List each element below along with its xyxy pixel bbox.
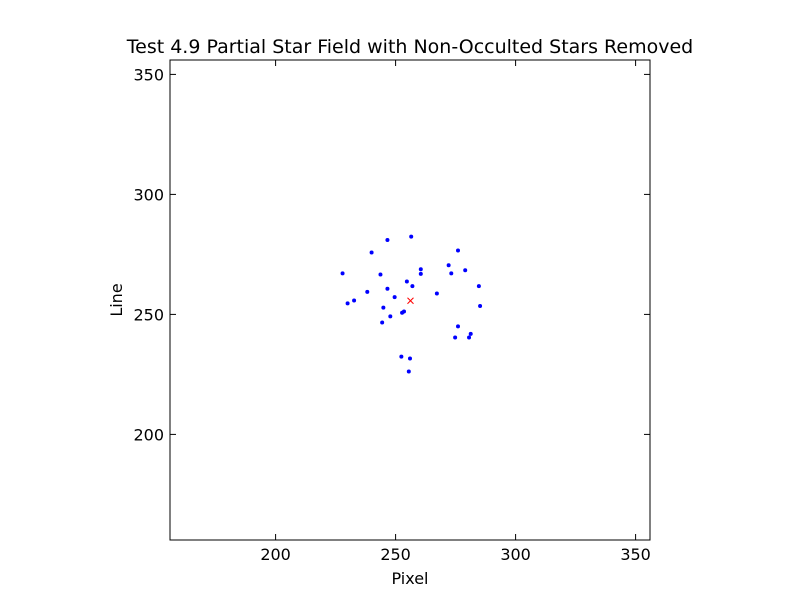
star-point bbox=[345, 301, 350, 306]
star-point bbox=[478, 304, 483, 308]
y-tick-label: 200 bbox=[133, 425, 164, 444]
star-point bbox=[392, 295, 397, 300]
y-tick-label: 300 bbox=[133, 185, 164, 204]
star-point bbox=[418, 267, 423, 272]
star-point bbox=[400, 310, 405, 315]
axis-ticks: 200 250 300 350 200 250 300 350 bbox=[133, 60, 651, 564]
x-tick-label: 350 bbox=[620, 545, 651, 564]
star-point bbox=[456, 248, 460, 253]
star-point bbox=[468, 331, 473, 336]
star-point bbox=[369, 250, 374, 255]
star-point bbox=[380, 320, 385, 325]
x-axis-label: Pixel bbox=[391, 569, 428, 588]
star-point bbox=[381, 305, 386, 310]
star-point bbox=[449, 271, 454, 276]
x-tick-label: 300 bbox=[500, 545, 531, 564]
star-point bbox=[365, 289, 370, 294]
star-point bbox=[385, 286, 390, 291]
x-tick-label: 200 bbox=[260, 545, 291, 564]
y-tick-label: 350 bbox=[133, 65, 164, 84]
star-point bbox=[408, 356, 412, 361]
center-marker bbox=[407, 297, 414, 305]
star-point bbox=[399, 354, 404, 359]
y-tick-label: 250 bbox=[133, 305, 164, 324]
y-axis-label: Line bbox=[107, 283, 126, 316]
plot-area bbox=[169, 59, 651, 541]
star-point bbox=[385, 238, 390, 242]
star-point bbox=[378, 272, 383, 277]
star-point bbox=[463, 268, 468, 273]
x-tick-label: 250 bbox=[380, 545, 411, 564]
star-point bbox=[456, 324, 460, 329]
star-point bbox=[352, 298, 357, 303]
star-point bbox=[404, 279, 409, 284]
star-point bbox=[446, 263, 451, 268]
star-point bbox=[418, 271, 423, 276]
star-point bbox=[467, 335, 472, 340]
star-point bbox=[409, 234, 414, 239]
star-point bbox=[410, 284, 415, 289]
chart-title: Test 4.9 Partial Star Field with Non-Occ… bbox=[126, 36, 693, 58]
star-point bbox=[406, 369, 411, 374]
star-point bbox=[340, 271, 345, 276]
star-point bbox=[476, 284, 481, 289]
data-points bbox=[340, 234, 483, 374]
star-point bbox=[453, 335, 458, 340]
star-point bbox=[388, 314, 393, 319]
star-point bbox=[434, 291, 439, 296]
